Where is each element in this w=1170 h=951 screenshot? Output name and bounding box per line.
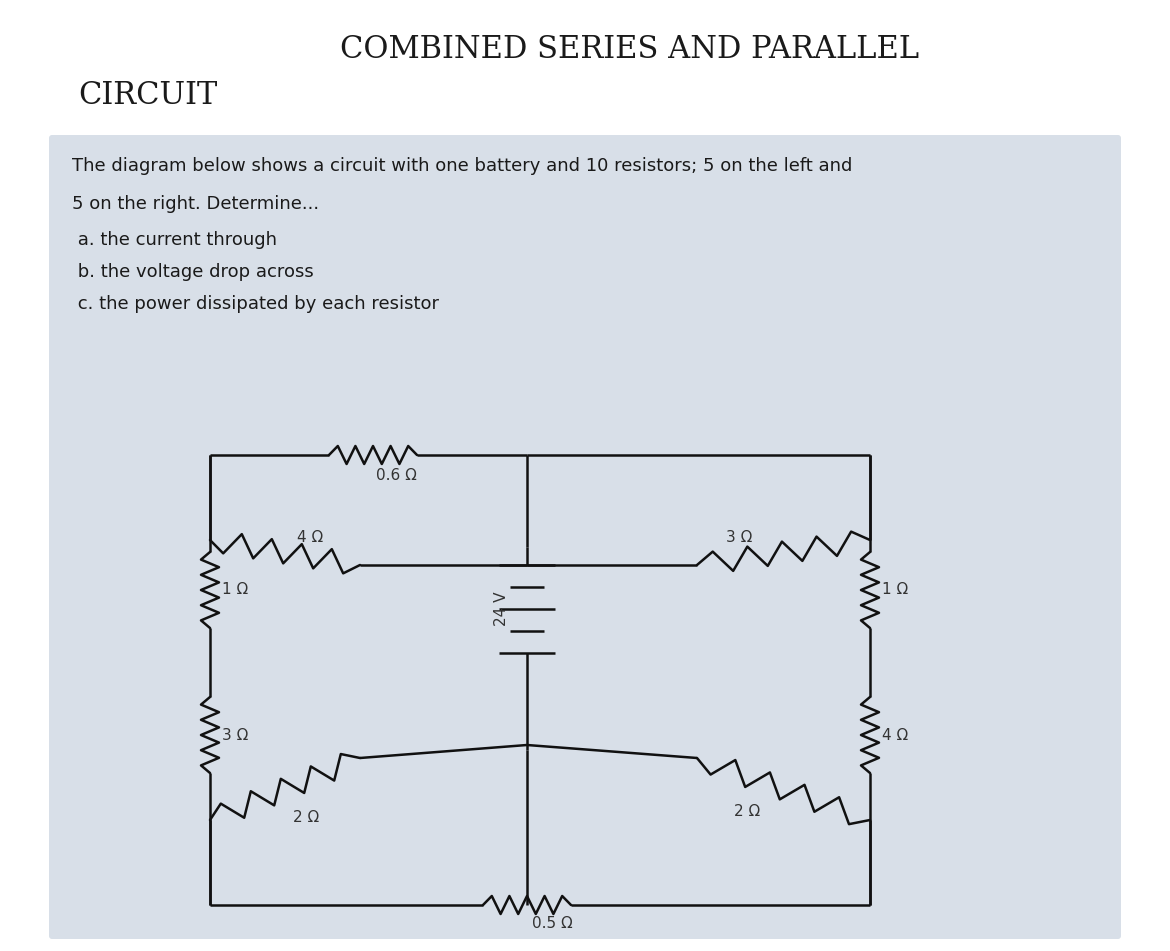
Text: The diagram below shows a circuit with one battery and 10 resistors; 5 on the le: The diagram below shows a circuit with o… bbox=[73, 157, 853, 175]
Text: 0.5 Ω: 0.5 Ω bbox=[532, 916, 573, 930]
Text: a. the current through: a. the current through bbox=[73, 231, 277, 249]
Text: 4 Ω: 4 Ω bbox=[297, 530, 323, 545]
Text: 4 Ω: 4 Ω bbox=[882, 728, 908, 743]
Text: 3 Ω: 3 Ω bbox=[725, 530, 752, 545]
Text: 2 Ω: 2 Ω bbox=[734, 804, 759, 819]
Text: 1 Ω: 1 Ω bbox=[882, 583, 908, 597]
Text: CIRCUIT: CIRCUIT bbox=[78, 80, 218, 110]
Text: 2 Ω: 2 Ω bbox=[292, 809, 319, 825]
Text: COMBINED SERIES AND PARALLEL: COMBINED SERIES AND PARALLEL bbox=[340, 34, 920, 66]
Text: 0.6 Ω: 0.6 Ω bbox=[376, 468, 417, 482]
Text: c. the power dissipated by each resistor: c. the power dissipated by each resistor bbox=[73, 295, 439, 313]
FancyBboxPatch shape bbox=[49, 135, 1121, 939]
Text: 24 V: 24 V bbox=[495, 592, 509, 627]
Text: 5 on the right. Determine...: 5 on the right. Determine... bbox=[73, 195, 319, 213]
Text: 3 Ω: 3 Ω bbox=[222, 728, 248, 743]
Text: b. the voltage drop across: b. the voltage drop across bbox=[73, 263, 314, 281]
Text: 1 Ω: 1 Ω bbox=[222, 583, 248, 597]
